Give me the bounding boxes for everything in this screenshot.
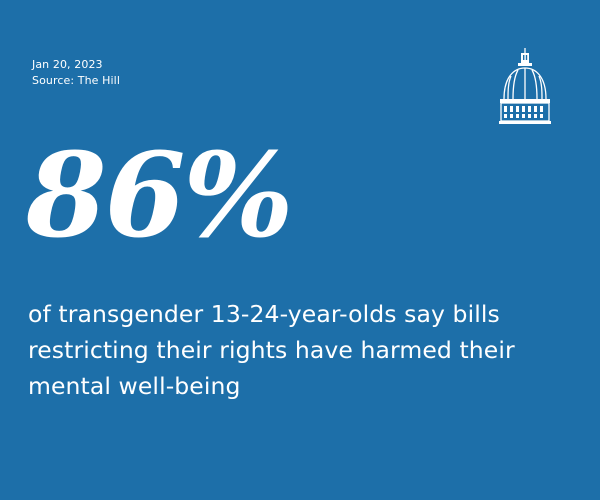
- source-credit: Source: The Hill: [32, 74, 120, 87]
- capitol-dome-icon: [498, 47, 552, 125]
- statistic-description: of transgender 13-24-year-olds say bills…: [28, 300, 515, 400]
- headline-statistic: 86%: [26, 128, 294, 264]
- meta-info: Jan 20, 2023 Source: The Hill: [32, 57, 120, 89]
- publish-date: Jan 20, 2023: [32, 58, 103, 71]
